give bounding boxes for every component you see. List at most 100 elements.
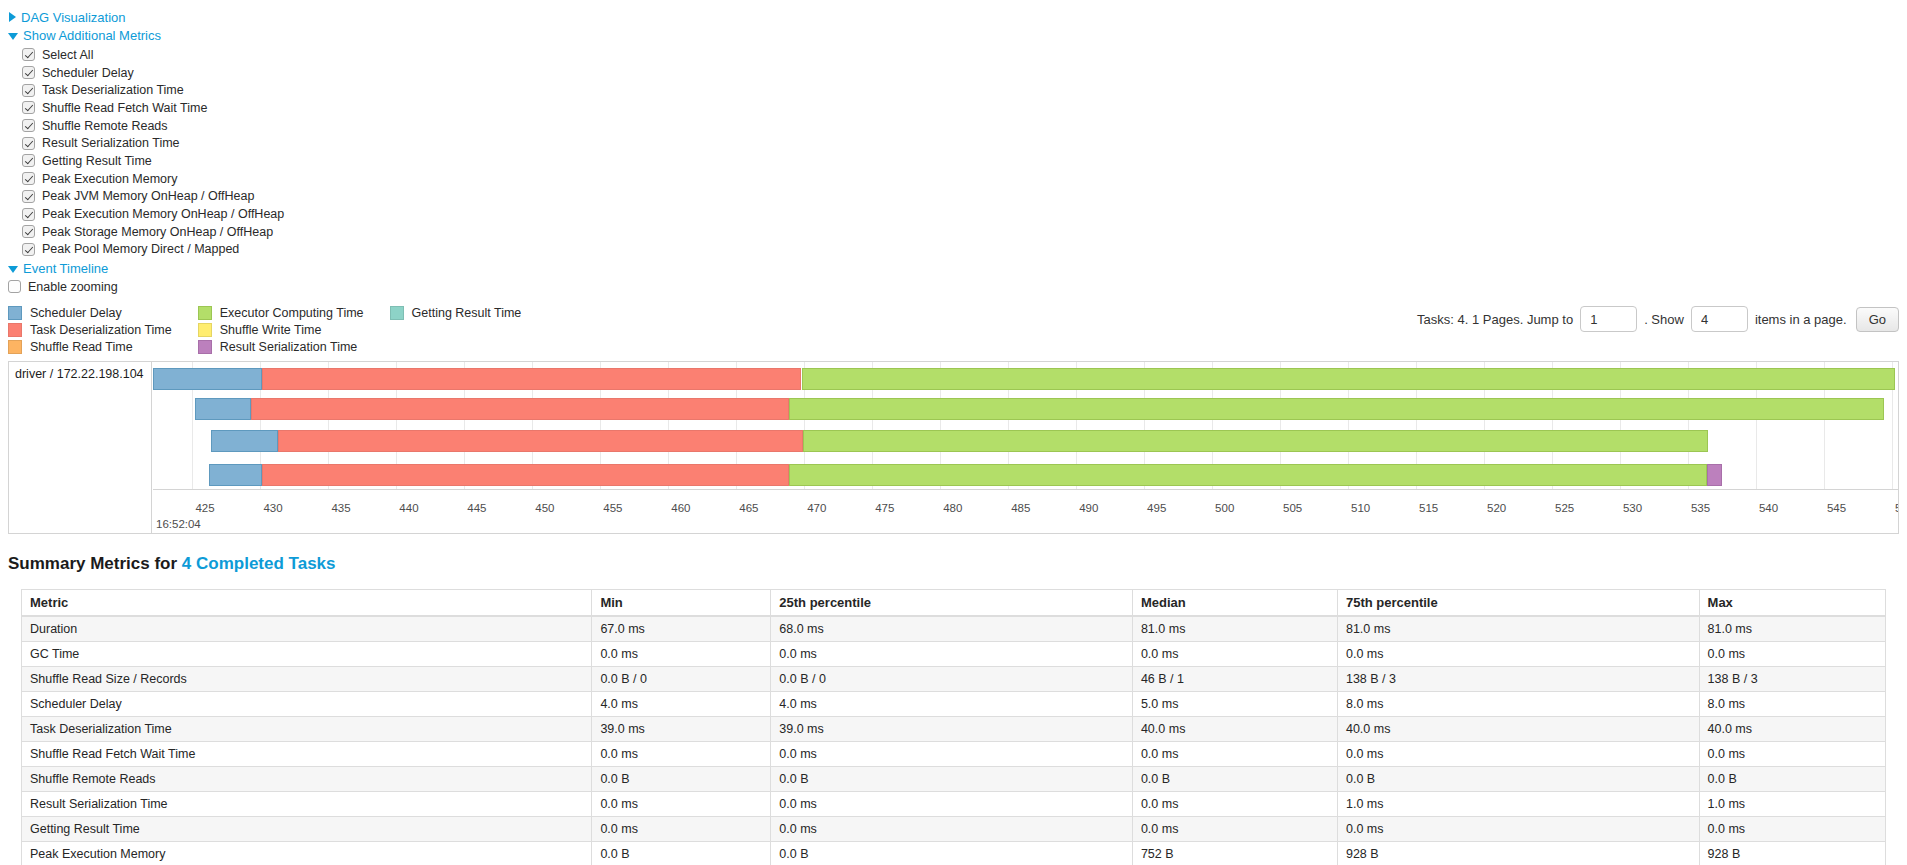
items-per-page-input[interactable] [1691,306,1748,332]
legend-item: Scheduler Delay [8,304,172,321]
legend-item: Executor Computing Time [198,304,364,321]
metric-checkbox[interactable] [22,48,35,61]
legend-label: Executor Computing Time [220,306,364,320]
caret-down-icon [8,266,18,273]
task-bar-segment [262,368,802,390]
task-bar-segment [789,464,1707,486]
show-additional-metrics-toggle[interactable]: Show Additional Metrics [8,26,1899,44]
metric-checkbox[interactable] [22,84,35,97]
task-bar-segment [195,398,251,420]
timeline-time-axis: 16:52:04 4254304354404454504554604654704… [153,491,1898,533]
axis-tick-label: 480 [943,502,962,514]
metric-value-cell: 0.0 B [1699,767,1885,792]
metric-value-cell: 0.0 ms [1132,642,1337,667]
table-column-header: Metric [22,590,592,617]
event-timeline-link[interactable]: Event Timeline [23,261,108,276]
metric-checkbox[interactable] [22,208,35,221]
metric-checkbox[interactable] [22,172,35,185]
axis-tick-label: 470 [807,502,826,514]
metric-checkbox[interactable] [22,154,35,167]
metric-value-cell: 928 B [1699,842,1885,865]
go-button[interactable]: Go [1856,307,1899,332]
metric-checkbox-label: Peak Pool Memory Direct / Mapped [42,242,239,256]
metric-checkbox[interactable] [22,137,35,150]
metric-checkbox-label: Shuffle Remote Reads [42,119,168,133]
metric-name-cell: Shuffle Read Size / Records [22,667,592,692]
legend-column: Getting Result Time [390,304,522,355]
axis-tick-label: 485 [1011,502,1030,514]
axis-tick-label: 520 [1487,502,1506,514]
event-timeline-toggle[interactable]: Event Timeline [8,259,1899,277]
metric-name-cell: Result Serialization Time [22,792,592,817]
table-row: Result Serialization Time0.0 ms0.0 ms0.0… [22,792,1886,817]
axis-tick-label: 505 [1283,502,1302,514]
task-bar-segment [209,464,262,486]
table-column-header: 75th percentile [1337,590,1699,617]
metric-checkbox[interactable] [22,190,35,203]
metric-checkbox-label: Peak Execution Memory OnHeap / OffHeap [42,207,284,221]
metric-checkbox-row: Shuffle Remote Reads [22,117,1899,135]
metric-value-cell: 5.0 ms [1132,692,1337,717]
metric-value-cell: 0.0 ms [1699,742,1885,767]
task-bar-segment [278,430,803,452]
metric-checkbox-row: Shuffle Read Fetch Wait Time [22,99,1899,117]
timeline-plot-area[interactable] [153,362,1898,490]
metric-value-cell: 752 B [1132,842,1337,865]
summary-metrics-table: MetricMin25th percentileMedian75th perce… [21,589,1886,865]
table-header-row: MetricMin25th percentileMedian75th perce… [22,590,1886,617]
axis-tick-label: 540 [1759,502,1778,514]
metric-checkbox-row: Peak JVM Memory OnHeap / OffHeap [22,188,1899,206]
dag-visualization-toggle[interactable]: DAG Visualization [8,8,1899,26]
table-row: Shuffle Read Size / Records0.0 B / 00.0 … [22,667,1886,692]
jump-to-page-input[interactable] [1580,306,1637,332]
axis-tick-label: 500 [1215,502,1234,514]
metric-value-cell: 0.0 B [592,842,771,865]
metric-value-cell: 0.0 ms [1337,817,1699,842]
metric-checkbox-row: Select All [22,46,1899,64]
metric-value-cell: 46 B / 1 [1132,667,1337,692]
metric-value-cell: 0.0 ms [592,817,771,842]
metric-checkbox[interactable] [22,243,35,256]
caret-down-icon [8,33,18,40]
metric-checkbox[interactable] [22,225,35,238]
axis-tick-label: 490 [1079,502,1098,514]
timeline-group-column: driver / 172.22.198.104 [9,362,152,533]
metric-value-cell: 0.0 ms [592,642,771,667]
metric-checkbox[interactable] [22,101,35,114]
completed-tasks-link[interactable]: 4 Completed Tasks [182,554,336,573]
enable-zooming-checkbox[interactable] [8,280,21,293]
metric-checkbox[interactable] [22,119,35,132]
table-row: Peak Execution Memory0.0 B0.0 B752 B928 … [22,842,1886,865]
dag-visualization-link[interactable]: DAG Visualization [21,10,126,25]
metric-name-cell: Task Deserialization Time [22,717,592,742]
task-bar-segment [251,398,789,420]
metric-value-cell: 0.0 B [592,767,771,792]
metric-value-cell: 4.0 ms [592,692,771,717]
metric-checkbox-label: Result Serialization Time [42,136,180,150]
metric-value-cell: 39.0 ms [592,717,771,742]
metric-name-cell: Shuffle Read Fetch Wait Time [22,742,592,767]
legend-swatch-icon [198,323,212,337]
axis-tick-label: 525 [1555,502,1574,514]
metric-value-cell: 0.0 ms [1699,642,1885,667]
axis-tick-label: 550 [1895,502,1898,514]
metric-value-cell: 40.0 ms [1132,717,1337,742]
axis-tick-label: 445 [467,502,486,514]
metric-checkbox-label: Shuffle Read Fetch Wait Time [42,101,207,115]
metric-checkbox[interactable] [22,66,35,79]
show-additional-metrics-link[interactable]: Show Additional Metrics [23,28,161,43]
pagination-summary: Tasks: 4. 1 Pages. Jump to [1417,312,1573,327]
enable-zooming-row: Enable zooming [8,278,1899,295]
metric-value-cell: 81.0 ms [1132,616,1337,642]
legend-item: Task Deserialization Time [8,321,172,338]
axis-tick-label: 545 [1827,502,1846,514]
table-row: GC Time0.0 ms0.0 ms0.0 ms0.0 ms0.0 ms [22,642,1886,667]
metric-value-cell: 0.0 ms [1337,742,1699,767]
metric-value-cell: 0.0 B [771,842,1133,865]
metric-name-cell: Duration [22,616,592,642]
metric-value-cell: 0.0 ms [1132,792,1337,817]
metric-value-cell: 4.0 ms [771,692,1133,717]
metric-name-cell: Getting Result Time [22,817,592,842]
metric-checkbox-label: Peak JVM Memory OnHeap / OffHeap [42,189,254,203]
table-column-header: Min [592,590,771,617]
